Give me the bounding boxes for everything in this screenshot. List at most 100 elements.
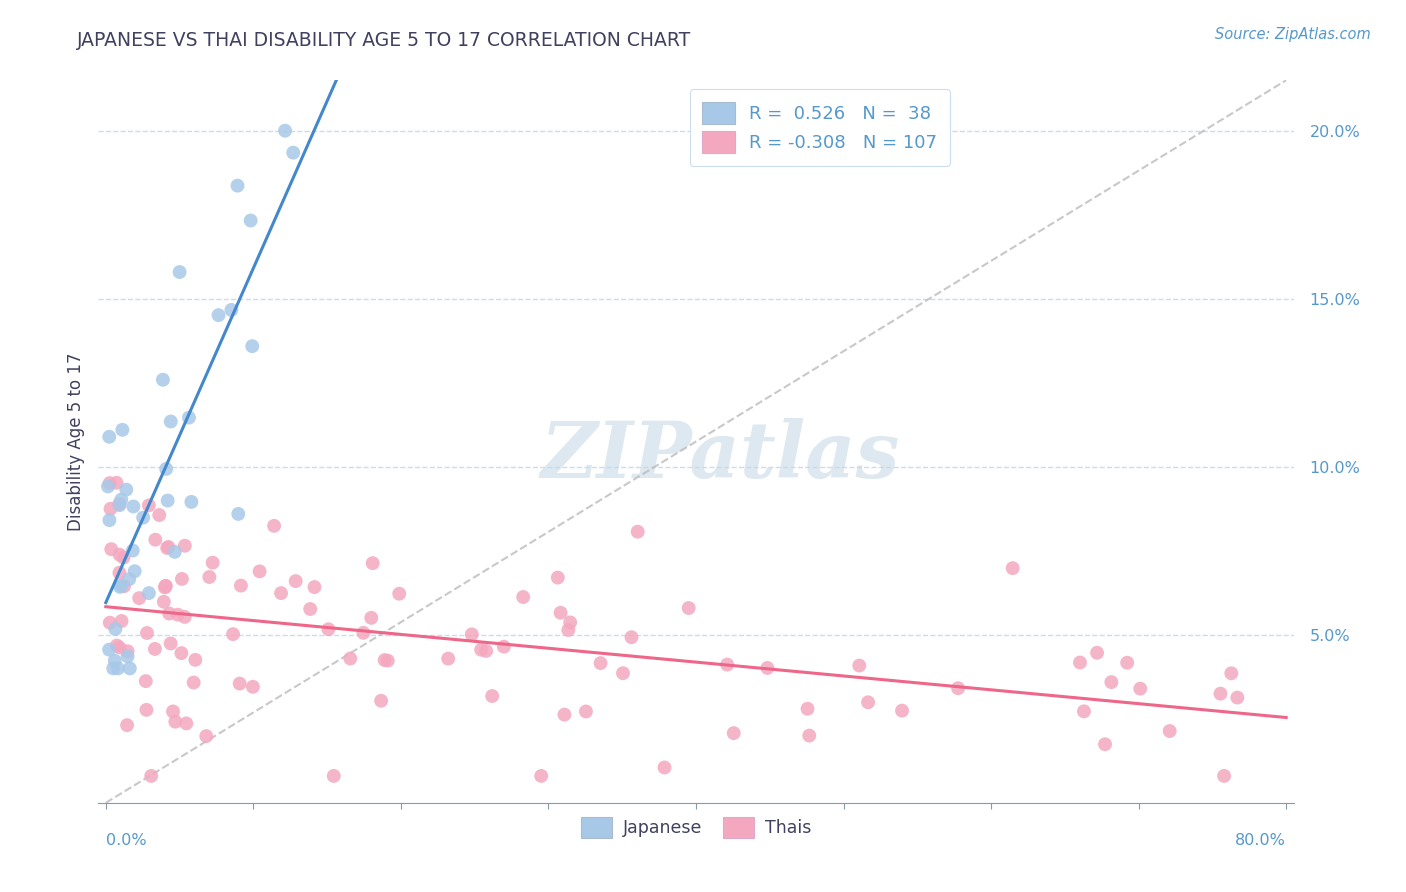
Point [221,302,243,317]
Point [627,524,650,539]
Point [553,707,575,722]
Point [104,654,127,668]
Point [104,622,127,636]
Point [103,661,125,675]
Point [1226,690,1249,705]
Point [796,702,818,716]
Point [98,430,121,444]
Point [108,580,131,594]
Point [97,479,120,493]
Point [98,642,121,657]
Point [547,571,569,585]
Point [107,661,129,675]
Point [110,579,132,593]
Point [157,607,180,621]
Point [1209,687,1232,701]
Point [1116,656,1139,670]
Point [678,601,700,615]
Point [111,423,134,437]
Point [166,607,188,622]
Point [654,760,676,774]
Point [1094,737,1116,751]
Point [612,666,634,681]
Point [283,145,305,160]
Point [157,540,180,554]
Point [263,519,285,533]
Point [512,590,534,604]
Point [891,704,914,718]
Point [1099,675,1122,690]
Point [201,556,224,570]
Point [374,653,396,667]
Point [304,580,326,594]
Point [108,498,131,512]
Point [195,729,218,743]
Point [108,548,131,562]
Point [184,653,207,667]
Point [207,308,229,322]
Point [98,513,121,527]
Point [481,689,503,703]
Point [475,644,498,658]
Point [360,611,382,625]
Text: Source: ZipAtlas.com: Source: ZipAtlas.com [1215,27,1371,42]
Point [170,572,193,586]
Point [135,674,157,689]
Point [318,622,340,636]
Point [229,578,252,592]
Point [560,615,582,630]
Point [274,124,297,138]
Point [108,497,131,511]
Point [848,658,870,673]
Point [110,492,132,507]
Point [159,415,181,429]
Point [1069,656,1091,670]
Point [856,695,879,709]
Text: ZIPatlas: ZIPatlas [540,417,900,494]
Point [377,654,399,668]
Point [156,493,179,508]
Point [143,642,166,657]
Point [132,510,155,524]
Point [173,539,195,553]
Point [138,586,160,600]
Point [115,483,138,497]
Point [136,626,159,640]
Point [1213,769,1236,783]
Point [370,694,392,708]
Point [135,703,157,717]
Point [461,627,484,641]
Point [946,681,969,696]
Point [575,705,598,719]
Point [170,646,193,660]
Point [322,769,344,783]
Point [98,615,121,630]
Point [557,623,579,637]
Point [470,642,492,657]
Point [716,657,738,672]
Point [1220,666,1243,681]
Point [155,462,177,476]
Point [152,373,174,387]
Point [437,651,460,665]
Point [226,507,249,521]
Point [550,606,572,620]
Point [180,495,202,509]
Point [239,213,262,227]
Point [226,178,249,193]
Point [163,545,186,559]
Point [176,716,198,731]
Point [138,499,160,513]
Point [124,564,146,578]
Point [110,614,132,628]
Point [723,726,745,740]
Point [169,265,191,279]
Point [284,574,307,588]
Point [173,610,195,624]
Text: 80.0%: 80.0% [1236,833,1286,848]
Point [1085,646,1108,660]
Point [1159,724,1181,739]
Point [249,565,271,579]
Point [1073,704,1095,718]
Point [240,339,263,353]
